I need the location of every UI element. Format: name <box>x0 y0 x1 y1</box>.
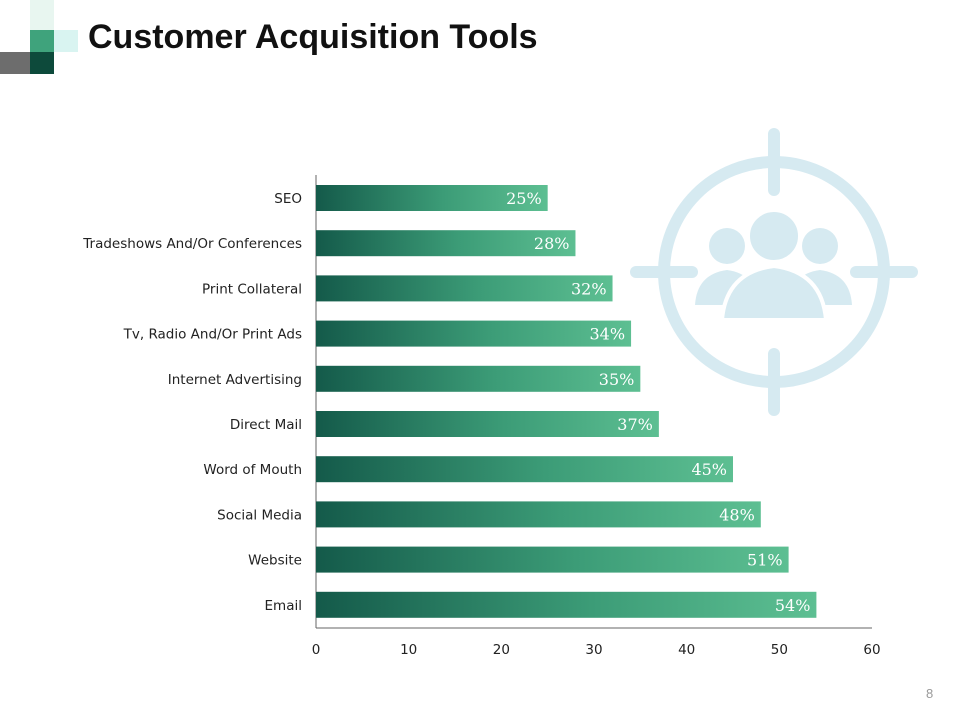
bar <box>316 456 733 483</box>
data-label: 37% <box>617 415 653 434</box>
category-label: Tv, Radio And/Or Print Ads <box>123 327 302 343</box>
data-label: 48% <box>719 505 755 524</box>
category-label: Tradeshows And/Or Conferences <box>82 236 302 252</box>
bar <box>316 591 817 618</box>
data-label: 54% <box>775 596 811 615</box>
page-number: 8 <box>926 686 934 701</box>
corner-decor-light-top <box>30 0 54 30</box>
target-audience-icon <box>630 128 918 416</box>
data-label: 35% <box>599 370 635 389</box>
category-label: Direct Mail <box>230 417 302 433</box>
page-title: Customer Acquisition Tools <box>88 18 538 56</box>
category-label: Social Media <box>217 507 302 523</box>
bar <box>316 185 548 211</box>
category-label: Website <box>248 553 302 569</box>
x-tick-label: 30 <box>585 642 602 658</box>
bars-group <box>316 185 817 618</box>
x-tick-label: 0 <box>312 642 321 658</box>
data-label: 45% <box>691 460 727 479</box>
category-label: Print Collateral <box>202 281 302 297</box>
category-label: Email <box>265 598 302 614</box>
bar <box>316 546 789 573</box>
bar <box>316 320 632 347</box>
corner-decor-light-right <box>54 30 78 52</box>
category-labels-group: SEO Tradeshows And/Or Conferences Print Co… <box>82 191 302 614</box>
x-tick-label: 60 <box>863 642 880 658</box>
category-label: SEO <box>274 191 302 207</box>
data-label: 51% <box>747 551 783 570</box>
x-tick-labels-group: 0 10 20 30 40 50 60 <box>312 642 881 658</box>
x-tick-label: 10 <box>400 642 417 658</box>
corner-decor-dark <box>30 52 54 74</box>
bar <box>316 501 761 528</box>
bar <box>316 230 576 257</box>
bar <box>316 365 641 392</box>
data-label: 25% <box>506 189 542 208</box>
x-tick-label: 20 <box>493 642 510 658</box>
bar <box>316 411 659 437</box>
data-label: 32% <box>571 279 607 298</box>
bar <box>316 275 613 302</box>
x-tick-label: 40 <box>678 642 695 658</box>
corner-decor-gray <box>0 52 30 74</box>
x-tick-label: 50 <box>771 642 788 658</box>
data-label: 34% <box>590 325 626 344</box>
category-label: Internet Advertising <box>168 372 302 388</box>
category-label: Word of Mouth <box>203 462 302 478</box>
data-labels-group: 25% 28% 32% 34% 35% 37% 45% 48% 51% 54% <box>506 189 810 615</box>
data-label: 28% <box>534 234 570 253</box>
corner-decor-teal <box>30 30 54 52</box>
